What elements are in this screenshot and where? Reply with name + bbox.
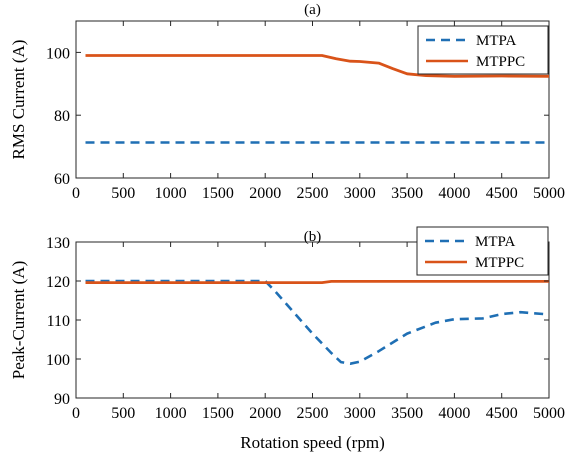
x-tick-label: 0 — [72, 405, 80, 422]
y-tick-label: 120 — [46, 274, 70, 291]
x-tick-label: 500 — [111, 185, 135, 202]
x-tick-label: 3000 — [344, 405, 376, 422]
legend: MTPA MTPPC — [416, 226, 549, 276]
x-tick-label: 1500 — [202, 185, 234, 202]
series-line-mtpa — [85, 279, 545, 366]
series-line-mtppc — [85, 54, 550, 78]
legend-label-mtppc: MTPPC — [476, 54, 525, 70]
x-tick-label: 4500 — [486, 185, 518, 202]
x-tick-label: 2500 — [297, 405, 329, 422]
x-axis-label: Rotation speed (rpm) — [240, 433, 384, 452]
y-tick-label: 90 — [54, 391, 70, 408]
x-tick-label: 4000 — [438, 185, 470, 202]
y-tick-label: 100 — [46, 45, 70, 62]
y-axis-label: RMS Current (A) — [9, 40, 28, 160]
x-tick-label: 5000 — [533, 185, 565, 202]
chart-panel-a: 0 500 1000 1500 2000 2500 3000 3500 4000 4500 5000… — [9, 2, 565, 202]
x-tick-label: 3500 — [391, 405, 423, 422]
x-tick-label: 1500 — [202, 405, 234, 422]
x-tick-label: 3500 — [391, 185, 423, 202]
y-tick-label: 100 — [46, 352, 70, 369]
legend-box — [416, 226, 549, 276]
x-tick-label: 2000 — [249, 405, 281, 422]
x-tick-label: 500 — [111, 405, 135, 422]
chart-title: (b) — [304, 229, 322, 245]
chart-title: (a) — [304, 2, 321, 18]
x-tick-label: 4000 — [438, 405, 470, 422]
y-tick-label: 80 — [54, 108, 70, 125]
x-tick-label: 1000 — [155, 185, 187, 202]
legend-label-mtpa: MTPA — [476, 33, 516, 49]
y-tick-label: 130 — [46, 235, 70, 252]
legend-label-mtppc: MTPPC — [475, 255, 524, 271]
y-tick-label: 110 — [47, 313, 70, 330]
x-tick-label: 3000 — [344, 185, 376, 202]
legend-box — [417, 25, 549, 75]
x-tick-label: 1000 — [155, 405, 187, 422]
y-axis-label: Peak-Current (A) — [9, 261, 28, 380]
legend: MTPA MTPPC — [417, 25, 549, 75]
y-tick-label: 60 — [54, 171, 70, 188]
legend-label-mtpa: MTPA — [475, 234, 515, 250]
x-tick-label: 4500 — [486, 405, 518, 422]
x-tick-label: 2500 — [297, 185, 329, 202]
chart-panel-b: 0 500 1000 1500 2000 2500 3000 3500 4000 4500 5000… — [9, 226, 565, 452]
x-tick-label: 0 — [72, 185, 80, 202]
x-tick-label: 5000 — [533, 405, 565, 422]
series-line-mtppc — [85, 279, 549, 285]
x-tick-label: 2000 — [249, 185, 281, 202]
